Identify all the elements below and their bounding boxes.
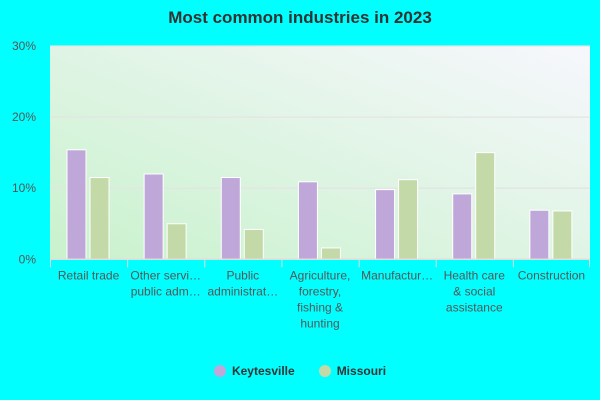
x-tick-label-line: Health care xyxy=(444,268,506,282)
bar-missouri xyxy=(475,152,496,260)
bar-missouri xyxy=(166,223,187,260)
y-tick-label: 30% xyxy=(12,39,36,53)
x-tick-label-line: assistance xyxy=(446,300,503,314)
bar-keytesville xyxy=(452,193,473,260)
x-tick-label: Other servi… public adm… xyxy=(130,268,201,298)
bar-missouri xyxy=(552,210,573,260)
x-tick-label: Construction xyxy=(518,268,585,282)
legend: Keytesville Missouri xyxy=(0,364,600,378)
legend-item-missouri: Missouri xyxy=(318,364,387,378)
bar-missouri xyxy=(89,177,110,260)
x-tick-label: Retail trade xyxy=(58,268,120,282)
x-tick-label-line: administrat… xyxy=(208,284,279,298)
legend-label: Keytesville xyxy=(231,364,295,378)
y-tick-label: 0% xyxy=(19,252,37,266)
legend-label: Missouri xyxy=(336,364,387,378)
x-tick-label-line: Retail trade xyxy=(58,268,120,282)
x-tick-label-line: Construction xyxy=(518,268,585,282)
x-tick-label: Manufactur… xyxy=(361,268,433,282)
x-tick-label-line: Manufactur… xyxy=(361,268,433,282)
x-tick-label-line: Public xyxy=(227,268,260,282)
bar-keytesville xyxy=(220,177,241,260)
bar-keytesville xyxy=(375,189,396,260)
x-tick-label: Agriculture, forestry, fishing & hunting xyxy=(290,268,351,330)
chart-title: Most common industries in 2023 xyxy=(168,8,432,27)
x-tick-label: Public administrat… xyxy=(208,268,279,298)
bar-keytesville xyxy=(143,173,164,260)
legend-swatch xyxy=(318,365,331,377)
y-tick-label: 10% xyxy=(12,181,36,195)
legend-item-keytesville: Keytesville xyxy=(213,364,295,378)
bar-missouri xyxy=(243,228,264,260)
x-tick-label-line: forestry, xyxy=(299,284,341,298)
x-tick-label-line: & social xyxy=(453,284,495,298)
y-tick-label: 20% xyxy=(12,110,36,124)
x-tick-label-line: public adm… xyxy=(131,284,201,298)
legend-swatch xyxy=(213,365,226,377)
bar-missouri xyxy=(398,179,419,260)
x-tick-label-line: hunting xyxy=(300,316,339,330)
x-tick-label-line: Agriculture, xyxy=(290,268,351,282)
bar-keytesville xyxy=(529,209,550,260)
bar-missouri xyxy=(320,247,341,260)
x-tick-label-line: Other servi… xyxy=(130,268,201,282)
x-tick-label: Health care & social assistance xyxy=(444,268,506,314)
bar-keytesville xyxy=(66,149,87,260)
x-tick-label-line: fishing & xyxy=(297,300,343,314)
plot-area xyxy=(50,46,590,259)
bar-keytesville xyxy=(297,181,318,260)
